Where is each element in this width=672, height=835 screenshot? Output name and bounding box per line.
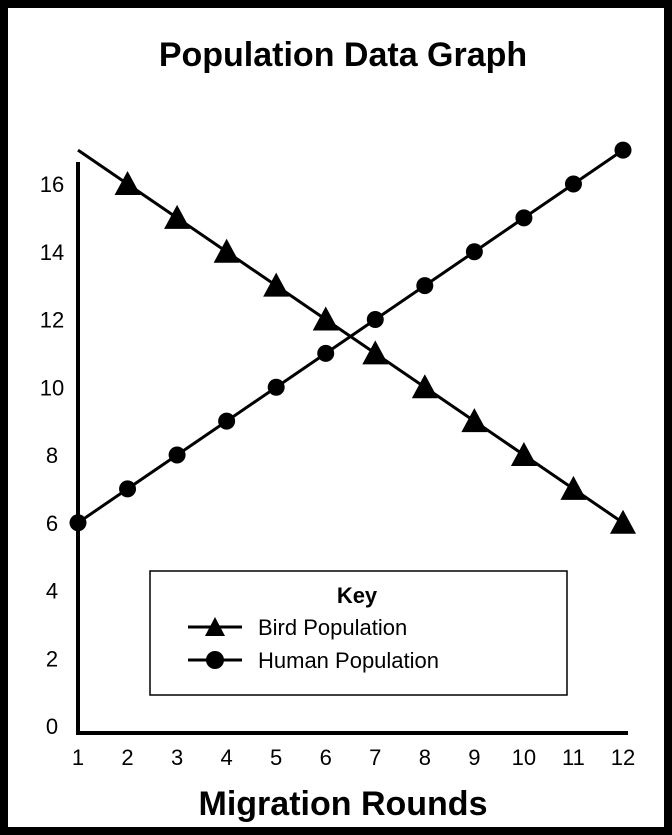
chart-title: Population Data Graph [159, 36, 527, 74]
y-tick-label: 12 [40, 308, 64, 333]
x-tick-labels: 1 2 3 4 5 6 7 8 9 10 11 12 [72, 745, 635, 770]
bird-data-point [263, 272, 290, 297]
legend-title: Key [337, 583, 378, 608]
x-tick-label: 3 [171, 745, 183, 770]
human-data-point [69, 514, 87, 532]
legend: Key Bird Population Human Population [149, 570, 568, 696]
bird-data-point [362, 340, 389, 365]
y-tick-label: 10 [40, 375, 64, 400]
y-tick-label: 0 [46, 714, 58, 739]
x-tick-label: 9 [468, 745, 480, 770]
x-tick-label: 8 [419, 745, 431, 770]
legend-circle-icon [206, 651, 224, 669]
bird-data-point [213, 238, 240, 263]
bird-data-point [114, 171, 141, 195]
bird-data-point [510, 442, 537, 466]
human-data-point [564, 175, 582, 193]
x-tick-label: 2 [121, 745, 133, 770]
bird-data-point [164, 204, 191, 229]
x-tick-label: 10 [512, 745, 536, 770]
human-data-point [614, 141, 632, 159]
bird-data-point [411, 374, 438, 399]
legend-entry-human: Human Population [258, 648, 439, 673]
x-tick-label: 6 [320, 745, 332, 770]
y-tick-label: 16 [40, 172, 64, 197]
y-tick-label: 4 [46, 579, 58, 604]
human-data-point [168, 446, 186, 464]
human-data-point [218, 412, 236, 430]
bird-data-point [312, 306, 339, 331]
legend-entry-bird: Bird Population [258, 615, 407, 640]
series-line-human [77, 148, 624, 524]
bird-data-point [461, 408, 488, 433]
human-data-point [366, 311, 384, 328]
y-tick-label: 6 [46, 511, 58, 536]
x-tick-label: 7 [369, 745, 381, 770]
y-tick-labels: 0 2 4 6 8 10 12 14 16 [40, 172, 64, 739]
x-tick-label: 4 [221, 745, 233, 770]
human-data-point [515, 209, 533, 227]
y-tick-label: 8 [46, 443, 58, 468]
x-tick-label: 5 [270, 745, 282, 770]
human-data-point [119, 480, 137, 498]
series-markers [69, 141, 636, 534]
x-tick-label: 1 [72, 745, 84, 770]
legend-triangle-icon [205, 617, 225, 636]
y-tick-label: 2 [46, 646, 58, 671]
bird-data-point [610, 509, 636, 534]
x-tick-label: 11 [562, 745, 585, 770]
human-data-point [267, 378, 285, 396]
bird-data-point [560, 475, 587, 500]
human-data-point [416, 277, 434, 295]
x-tick-label: 12 [611, 745, 635, 770]
human-data-point [317, 344, 335, 362]
series-lines [77, 148, 624, 524]
human-data-point [465, 243, 483, 261]
y-tick-label: 14 [40, 240, 64, 265]
x-axis-label: Migration Rounds [199, 785, 488, 823]
